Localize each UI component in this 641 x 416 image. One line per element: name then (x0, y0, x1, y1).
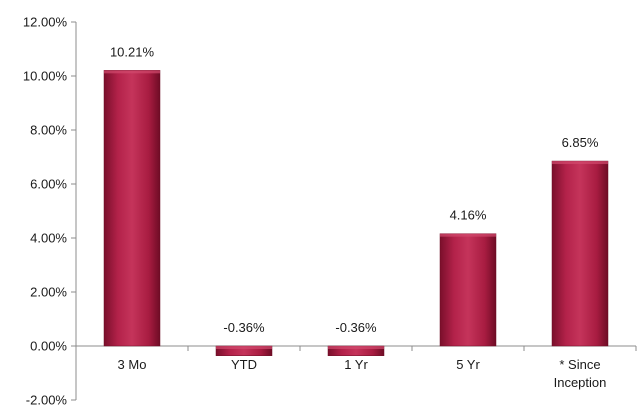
bar (103, 70, 161, 347)
x-category-label: 3 Mo (118, 357, 147, 372)
y-tick-label: 4.00% (30, 231, 67, 246)
y-tick-label: 0.00% (30, 339, 67, 354)
data-labels-group: 10.21% -0.36% -0.36% 4.16% 6.85% (110, 44, 599, 335)
data-label: -0.36% (223, 320, 265, 335)
bars-group (103, 70, 609, 356)
bar-cap (216, 346, 272, 349)
data-label: 10.21% (110, 44, 155, 59)
data-label: 4.16% (450, 208, 487, 223)
x-category-label: 1 Yr (344, 357, 368, 372)
y-tick-label: 6.00% (30, 177, 67, 192)
y-axis: -2.00% 0.00% 2.00% 4.00% 6.00% 8.00% 10.00% 12.… (23, 15, 77, 408)
bar-cap (552, 161, 608, 165)
bar-cap (328, 346, 384, 349)
bar-cap (104, 70, 160, 74)
x-category-label: 5 Yr (456, 357, 480, 372)
y-tick-label: 8.00% (30, 123, 67, 138)
category-labels-group: 3 Mo YTD 1 Yr 5 Yr * Since Inception (118, 357, 607, 390)
y-tick-label: -2.00% (26, 393, 68, 408)
x-category-label: * Since Inception (554, 357, 607, 390)
bar (439, 233, 497, 347)
bar-cap (440, 233, 496, 237)
y-tick-label: 12.00% (23, 15, 68, 30)
data-label: 6.85% (562, 135, 599, 150)
x-category-label: YTD (231, 357, 257, 372)
data-label: -0.36% (335, 320, 377, 335)
y-tick-label: 2.00% (30, 285, 67, 300)
bar (551, 160, 609, 347)
y-tick-label: 10.00% (23, 69, 68, 84)
